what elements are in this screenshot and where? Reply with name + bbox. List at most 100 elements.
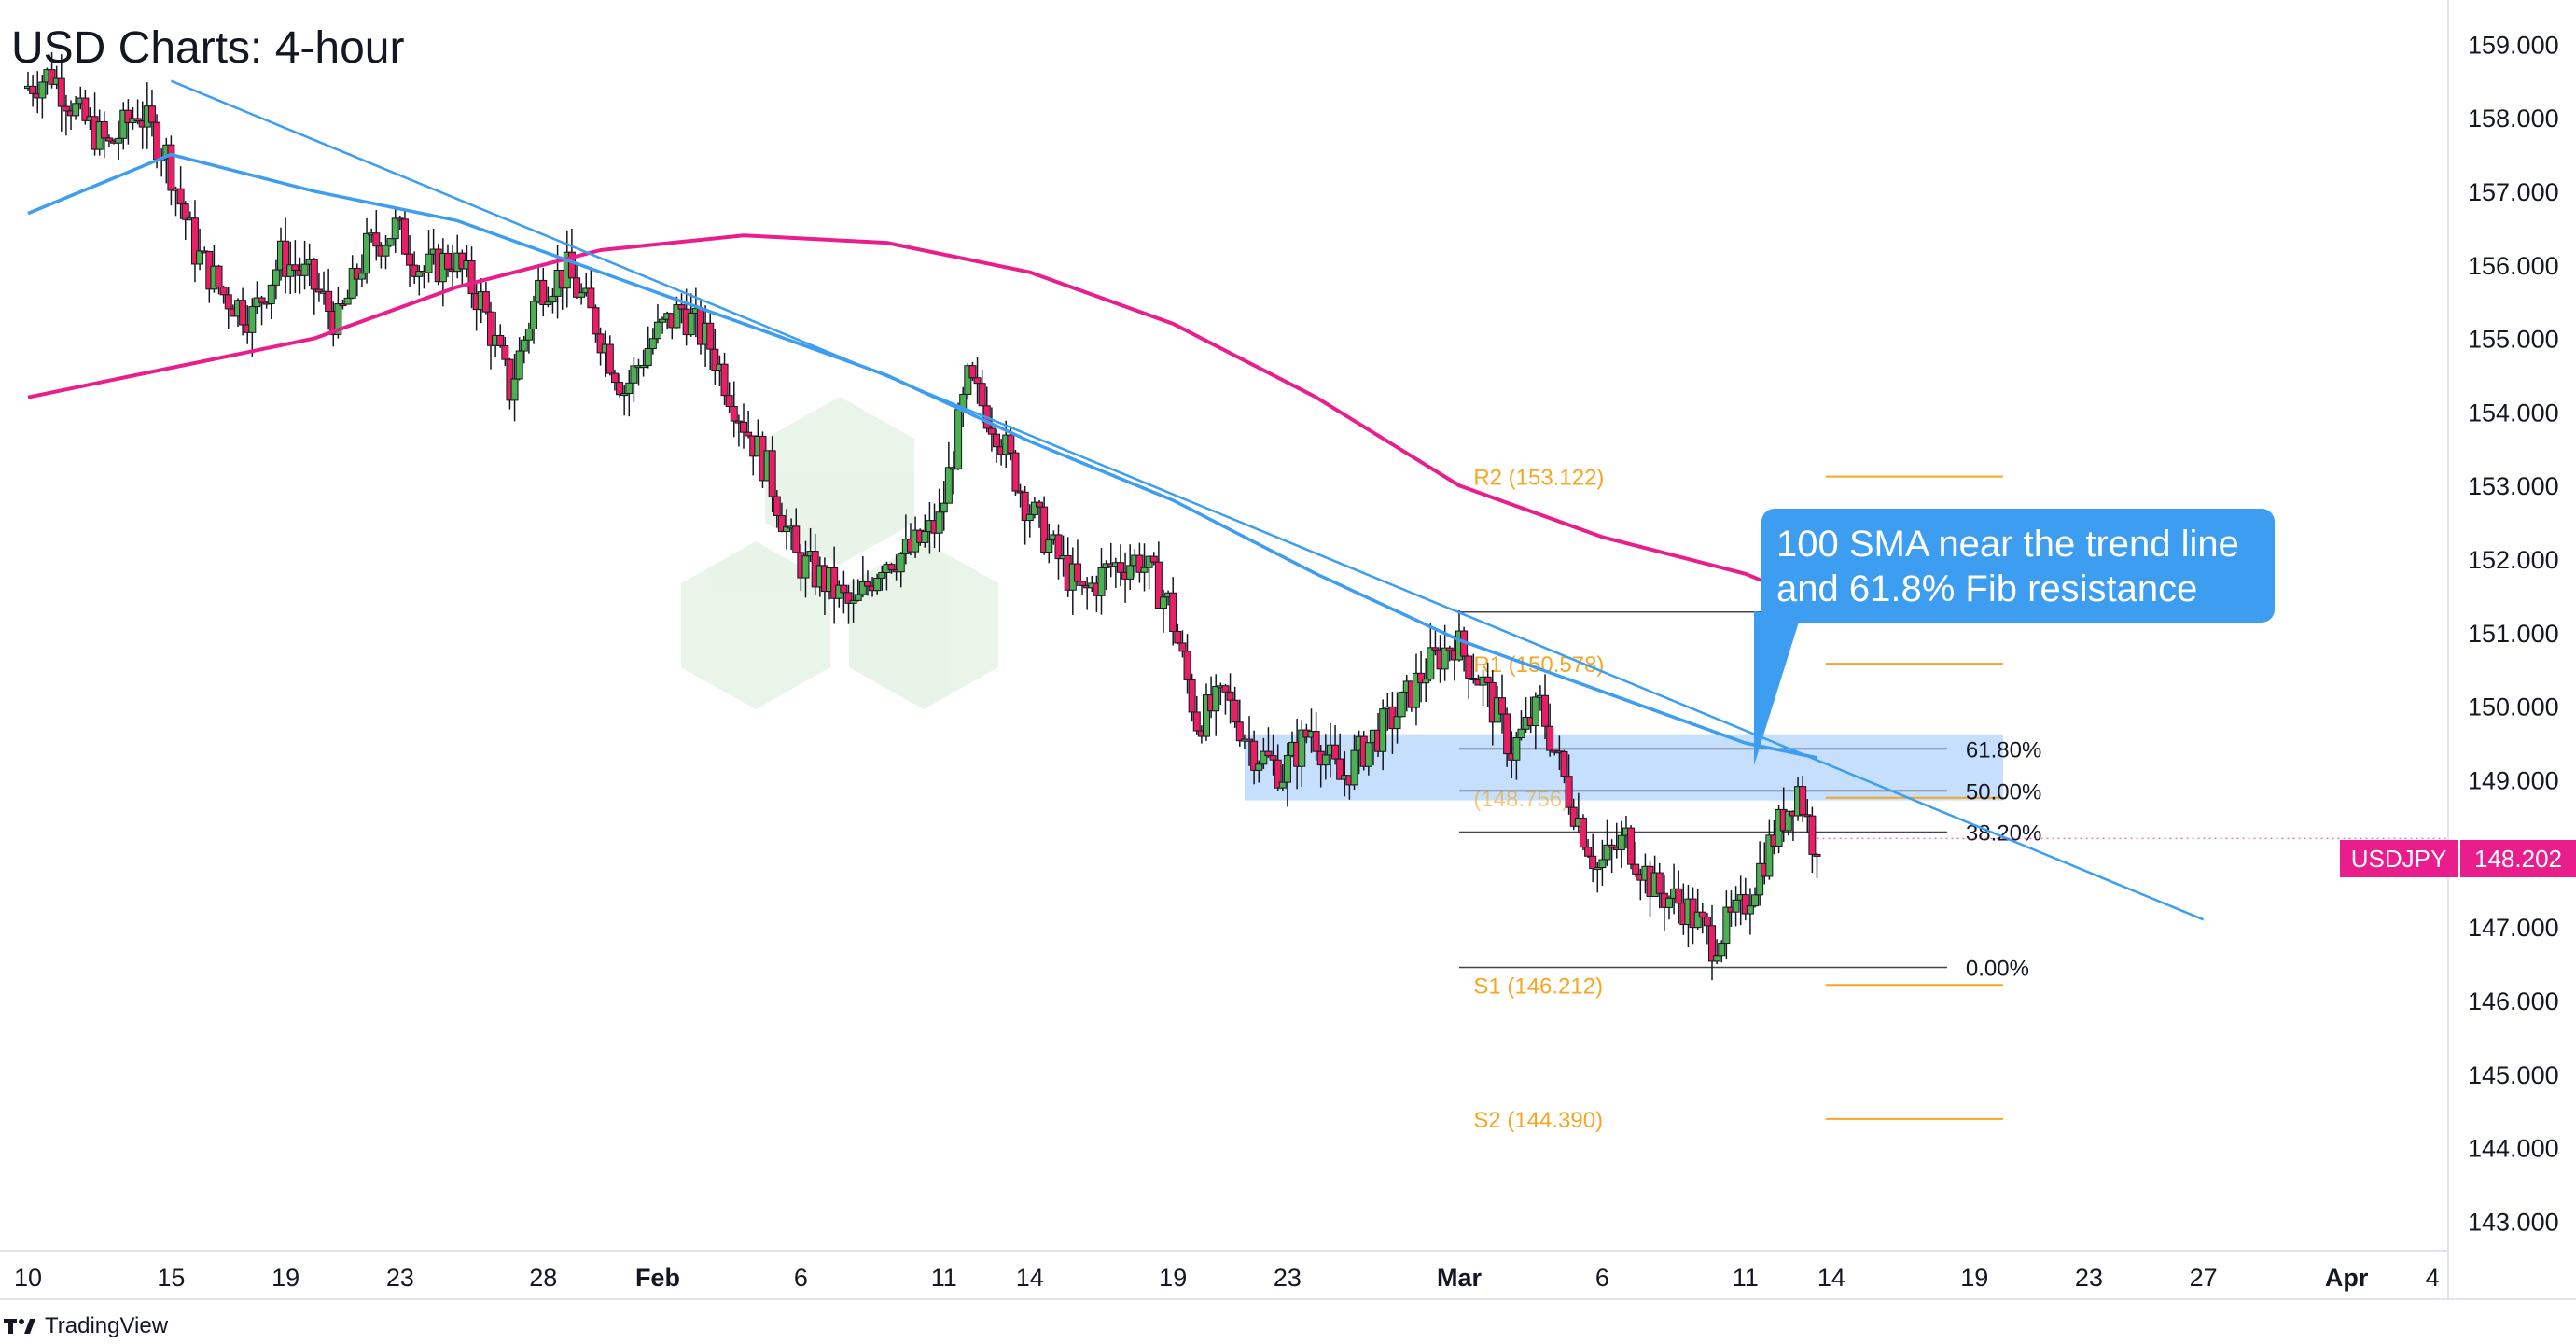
candle-up xyxy=(1603,844,1611,861)
callout-pointer xyxy=(1754,611,1801,765)
x-tick-label: 19 xyxy=(1960,1264,1988,1292)
candle-up xyxy=(515,350,523,380)
tradingview-brand[interactable]: TradingView xyxy=(4,1312,168,1340)
candle-up xyxy=(391,217,399,240)
candle-up xyxy=(300,263,309,276)
candle-down xyxy=(1417,672,1426,684)
candle-up xyxy=(38,81,47,99)
candle-down xyxy=(1149,555,1158,563)
x-tick-label: 15 xyxy=(157,1264,185,1292)
candle-down xyxy=(501,344,509,360)
x-tick-label: 4 xyxy=(2426,1264,2440,1292)
candle-down xyxy=(62,105,70,112)
candle-down xyxy=(239,300,247,326)
y-tick-label: 155.000 xyxy=(2468,326,2559,354)
candle-down xyxy=(740,421,747,433)
candle-down xyxy=(887,564,896,570)
candle-up xyxy=(510,378,519,401)
pivot-label: R1 (150.578) xyxy=(1473,652,1604,678)
x-tick-label: 14 xyxy=(1016,1264,1044,1292)
x-tick-label: 19 xyxy=(272,1264,299,1292)
candle-down xyxy=(1021,491,1029,522)
x-tick-label: Mar xyxy=(1437,1264,1483,1292)
y-tick-label: 153.000 xyxy=(2468,472,2559,500)
candle-down xyxy=(176,188,185,205)
candle-down xyxy=(190,217,199,265)
candle-up xyxy=(382,245,390,257)
candle-up xyxy=(1441,647,1449,670)
candle-down xyxy=(1655,872,1664,894)
candle-down xyxy=(325,290,333,312)
candle-down xyxy=(596,333,605,354)
symbol-tag: USDJPY xyxy=(2340,840,2458,877)
candle-down xyxy=(1445,647,1454,651)
x-tick-label: 23 xyxy=(386,1264,414,1292)
candle-up xyxy=(944,467,953,504)
y-tick-label: 144.000 xyxy=(2468,1135,2559,1163)
candle-up xyxy=(544,301,552,305)
candle-down xyxy=(1579,818,1587,848)
candle-down xyxy=(1589,855,1597,870)
candle-down xyxy=(1813,853,1821,857)
candle-up xyxy=(1531,696,1539,727)
candle-down xyxy=(1079,581,1087,586)
candle-up xyxy=(878,571,886,579)
candle-up xyxy=(520,339,528,352)
candle-up xyxy=(940,502,948,513)
candle-up xyxy=(119,109,128,139)
candle-up xyxy=(549,295,557,303)
candle-down xyxy=(863,581,871,587)
candle-up xyxy=(954,409,963,469)
candle-down xyxy=(1703,917,1711,927)
candle-up xyxy=(1350,749,1358,786)
candle-up xyxy=(921,530,929,543)
x-tick-label: 14 xyxy=(1817,1264,1845,1292)
candle-down xyxy=(1675,888,1683,904)
candle-up xyxy=(286,264,295,277)
candle-down xyxy=(573,277,581,298)
candle-down xyxy=(1632,863,1640,875)
candle-up xyxy=(639,365,647,369)
x-tick-label: 23 xyxy=(2075,1264,2103,1292)
y-tick-label: 159.000 xyxy=(2468,31,2559,59)
candle-down xyxy=(720,363,729,397)
candle-up xyxy=(1718,943,1726,957)
candle-down xyxy=(1498,697,1507,715)
candle-up xyxy=(115,137,123,144)
candle-down xyxy=(1483,676,1492,683)
candle-down xyxy=(291,264,299,272)
y-tick-label: 145.000 xyxy=(2468,1061,2559,1089)
candle-down xyxy=(1036,501,1044,508)
candle-up xyxy=(1159,596,1167,609)
candle-up xyxy=(1746,905,1754,915)
candle-up xyxy=(630,365,638,384)
candle-up xyxy=(343,297,352,305)
candle-up xyxy=(964,365,972,395)
candle-up xyxy=(1212,686,1220,712)
candle-down xyxy=(57,77,65,107)
candle-down xyxy=(1264,750,1273,757)
candle-down xyxy=(1178,642,1187,652)
candle-down xyxy=(973,377,982,385)
candle-down xyxy=(1565,776,1573,808)
candle-up xyxy=(687,312,695,336)
x-tick-label: 28 xyxy=(529,1264,557,1292)
candle-down xyxy=(81,97,90,121)
candle-down xyxy=(539,279,548,305)
candle-up xyxy=(425,253,433,273)
candle-down xyxy=(133,118,142,122)
y-tick-label: 147.000 xyxy=(2468,914,2559,942)
candle-up xyxy=(248,306,257,333)
candle-down xyxy=(840,584,848,594)
candle-down xyxy=(100,120,108,139)
candle-down xyxy=(830,567,839,599)
candle-down xyxy=(987,427,996,435)
candle-down xyxy=(481,291,490,313)
candle-down xyxy=(1135,554,1144,573)
candle-down xyxy=(1741,894,1749,915)
candle-down xyxy=(1336,758,1344,780)
candle-up xyxy=(524,328,533,341)
candle-down xyxy=(1174,630,1182,644)
candle-up xyxy=(1278,781,1287,789)
